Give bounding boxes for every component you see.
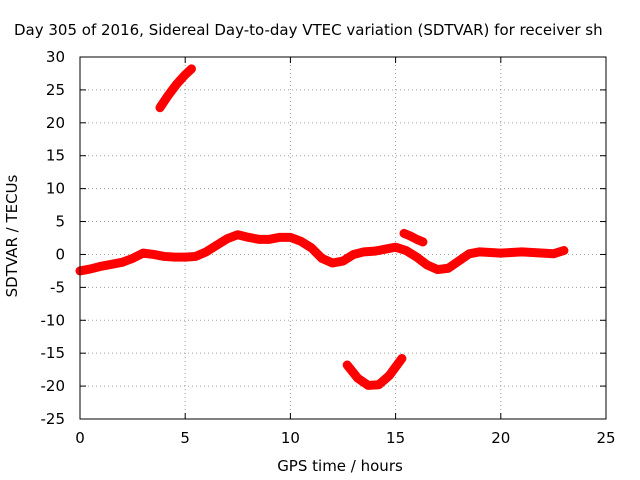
data-point [172,79,181,88]
data-point [412,235,421,244]
y-tick-label: 0 [55,245,65,263]
data-point [385,371,394,380]
data-point [517,247,526,256]
data-point [328,259,337,268]
data-point [423,260,432,269]
data-point [402,246,411,255]
data-point [97,262,106,271]
data-point [454,257,463,266]
series-band [342,353,407,390]
y-tick-label: 15 [46,147,65,165]
data-point [86,264,95,273]
data-point [444,264,453,273]
y-tick-label: -20 [41,377,66,395]
data-point [317,254,326,263]
x-tick-label: 5 [180,429,190,447]
data-point [559,246,568,255]
data-point [381,245,390,254]
plot-area [75,64,569,390]
data-point [353,374,362,383]
data-point [244,233,253,242]
data-point [349,250,358,259]
data-point [128,254,137,263]
y-tick-label: 5 [55,213,65,231]
data-point [397,354,406,363]
y-tick-label: 30 [46,48,65,66]
data-point [254,235,263,244]
y-tick-label: 10 [46,180,65,198]
data-point [296,237,305,246]
data-point [286,233,295,242]
y-tick-label: -5 [50,278,65,296]
series-band [399,228,428,247]
data-point [433,265,442,274]
data-point [528,248,537,257]
data-point [223,234,232,243]
data-point [212,241,221,250]
y-tick-label: 25 [46,81,65,99]
data-point [275,233,284,242]
x-tick-label: 10 [281,429,300,447]
data-point [202,247,211,256]
data-point [406,232,415,241]
tick-labels: 0 5 10 15 20 25 -25 -20 -15 -10 -5 0 5 10 15 20 25 30 [41,48,616,447]
data-point [549,249,558,258]
data-point [170,253,179,262]
y-axis-label: SDTVAR / TECUs [3,174,21,297]
data-point [465,249,474,258]
data-point [181,253,190,262]
x-tick-label: 20 [491,429,510,447]
y-tick-label: 20 [46,114,65,132]
data-point [107,260,116,269]
data-point [343,361,352,370]
x-tick-label: 0 [75,429,85,447]
data-point [233,230,242,239]
data-point [496,249,505,258]
data-point [364,381,373,390]
data-point [370,247,379,256]
data-point [412,253,421,262]
y-tick-label: -15 [41,344,66,362]
chart-title: Day 305 of 2016, Sidereal Day-to-day VTE… [14,21,603,39]
data-point [475,247,484,256]
y-tick-label: -10 [41,311,66,329]
data-point [374,380,383,389]
data-point [400,229,409,238]
data-point [418,237,427,246]
data-point [486,248,495,257]
data-point [360,247,369,256]
data-point [307,243,316,252]
data-point [164,91,173,100]
data-point [155,103,164,112]
y-tick-label: -25 [41,410,66,428]
data-point [507,248,516,257]
data-point [339,257,347,266]
plot-frame [79,56,607,420]
x-axis-label: GPS time / hours [277,457,403,475]
data-point [181,70,190,79]
x-tick-label: 25 [596,429,615,447]
data-point [160,252,169,261]
data-point [187,64,196,73]
data-point [391,243,400,252]
data-point [191,252,200,261]
x-tick-label: 15 [386,429,405,447]
data-point [538,249,547,258]
data-point [149,250,158,259]
data-point [265,235,274,244]
data-point [118,258,127,267]
data-point [139,249,148,258]
